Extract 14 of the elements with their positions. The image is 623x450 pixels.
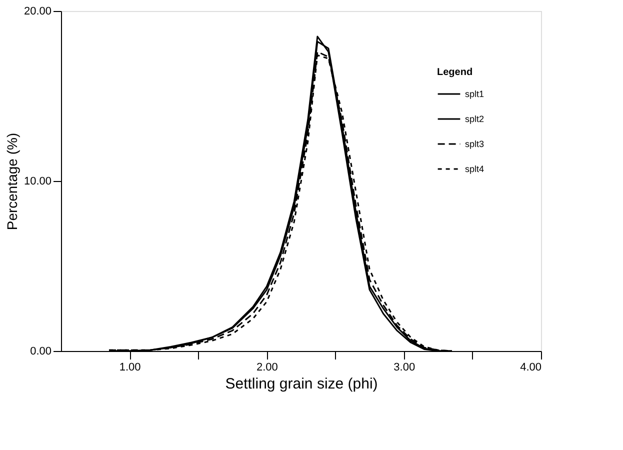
y-tick-label: 10.00 [24, 176, 52, 188]
legend-label: splt1 [465, 89, 484, 99]
x-tick-label: 1.00 [119, 362, 141, 374]
y-tick-label: 0.00 [30, 346, 52, 358]
legend-label: splt4 [465, 164, 484, 174]
legend-label: splt2 [465, 114, 484, 124]
y-axis-title: Percentage (%) [4, 132, 20, 230]
legend-label: splt3 [465, 139, 484, 149]
x-axis-title: Settling grain size (phi) [225, 376, 378, 392]
x-tick-label: 2.00 [256, 362, 278, 374]
x-tick-label: 4.00 [520, 362, 542, 374]
legend-title: Legend [437, 67, 473, 78]
x-tick-label: 3.00 [394, 362, 416, 374]
y-tick-label: 20.00 [24, 6, 52, 18]
